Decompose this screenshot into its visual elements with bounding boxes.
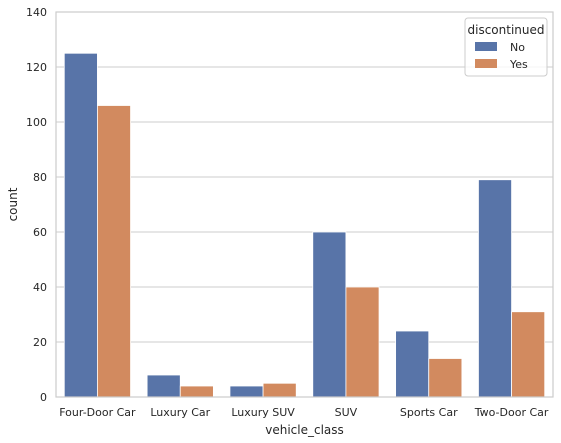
legend: discontinued No Yes [464,17,548,77]
legend-swatch-yes [475,59,497,68]
y-tick-label: 60 [33,226,47,239]
bar-yes-5 [511,311,546,398]
y-axis-label: count [6,187,20,221]
x-tick-label: Two-Door Car [474,406,549,419]
bar-yes-4 [428,358,463,398]
y-tick-label: 100 [26,116,47,129]
legend-title: discontinued [468,23,545,37]
bar-no-2 [229,385,264,398]
x-tick-label: Luxury SUV [231,406,295,419]
y-tick-label: 120 [26,61,47,74]
legend-label-yes: Yes [509,58,528,71]
legend-swatch-no [475,42,497,51]
x-tick-label: Four-Door Car [59,406,136,419]
bar-yes-1 [179,385,214,398]
bar-yes-2 [262,382,297,398]
bar-no-4 [395,330,430,398]
x-tick-labels: Four-Door Car Luxury Car Luxury SUV SUV Spor… [59,406,549,419]
plot-frame [55,11,554,398]
x-axis-label: vehicle_class [265,423,344,437]
bar-no-0 [63,52,98,398]
y-tick-label: 140 [26,6,47,19]
y-tick-label: 20 [33,336,47,349]
legend-items: No Yes [475,41,528,71]
x-tick-label: SUV [335,406,358,419]
bar-no-1 [146,374,181,398]
bar-no-5 [478,179,512,398]
y-tick-label: 0 [40,391,47,404]
y-tick-labels: 0 20 40 60 80 100 120 140 [26,6,47,404]
y-tick-label: 40 [33,281,47,294]
x-tick-label: Sports Car [400,406,458,419]
bars [63,52,546,398]
bar-yes-0 [97,105,131,398]
legend-label-no: No [510,41,525,54]
bar-no-3 [312,231,347,398]
gridlines [56,11,553,398]
x-tick-label: Luxury Car [150,406,210,419]
bar-yes-3 [345,286,380,398]
y-tick-label: 80 [33,171,47,184]
